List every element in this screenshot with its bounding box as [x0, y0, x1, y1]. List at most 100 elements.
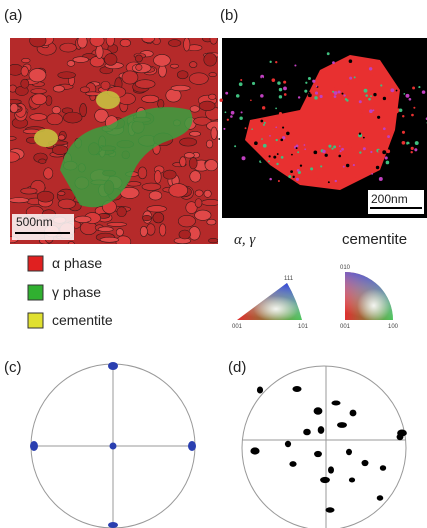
- poles: [250, 386, 406, 513]
- texture: [260, 120, 263, 123]
- texture: [403, 93, 405, 95]
- ipf-title: cementite: [342, 231, 407, 248]
- texture: [58, 72, 76, 79]
- texture: [245, 127, 247, 129]
- texture: [58, 191, 65, 195]
- texture: [331, 400, 340, 405]
- texture: [402, 131, 405, 134]
- texture: [314, 96, 318, 100]
- texture: [204, 190, 211, 197]
- texture: [351, 147, 355, 151]
- texture: [320, 165, 322, 167]
- texture: [353, 164, 355, 166]
- texture: [297, 169, 300, 172]
- texture: [386, 149, 390, 153]
- texture: [268, 160, 270, 162]
- texture: [397, 430, 407, 437]
- texture: [341, 148, 344, 151]
- texture: [136, 64, 142, 70]
- texture: [209, 94, 217, 100]
- texture: [371, 63, 373, 65]
- texture: [257, 386, 263, 393]
- texture: [39, 159, 46, 164]
- texture: [98, 227, 113, 232]
- texture: [280, 139, 283, 142]
- texture: [21, 66, 28, 76]
- texture: [379, 127, 383, 131]
- texture: [195, 210, 211, 220]
- texture: [382, 150, 386, 154]
- texture: [195, 190, 203, 196]
- texture: [29, 69, 46, 82]
- texture: [397, 135, 400, 138]
- texture: [231, 111, 235, 115]
- texture: [80, 87, 89, 93]
- texture: [73, 57, 89, 63]
- texture: [263, 124, 265, 126]
- pole-circle: [242, 366, 406, 528]
- texture: [328, 181, 330, 183]
- texture: [320, 157, 322, 159]
- texture: [386, 161, 390, 165]
- texture: [135, 55, 142, 62]
- texture: [32, 94, 47, 105]
- ipf-title: α, γ: [234, 232, 256, 248]
- texture: [252, 82, 255, 85]
- texture: [310, 167, 313, 170]
- texture: [377, 495, 384, 500]
- texture: [170, 64, 178, 68]
- texture: [370, 151, 372, 153]
- texture: [304, 148, 306, 150]
- texture: [204, 53, 217, 66]
- texture: [269, 178, 272, 181]
- texture: [22, 58, 31, 63]
- texture: [360, 108, 362, 110]
- texture: [101, 81, 110, 89]
- texture: [234, 164, 236, 166]
- texture: [34, 129, 58, 147]
- ipf-corner: 010: [340, 265, 351, 271]
- texture: [100, 237, 119, 242]
- legend-entry: γ phase: [52, 284, 101, 300]
- texture: [292, 84, 296, 88]
- texture: [223, 128, 225, 130]
- texture: [368, 98, 371, 101]
- texture: [355, 177, 357, 179]
- figure: (a) (b) (c) (d) 500nm α phase γ phase ce…: [0, 0, 427, 528]
- texture: [261, 77, 263, 79]
- texture: [325, 154, 328, 157]
- texture: [279, 88, 282, 91]
- texture: [294, 64, 296, 66]
- scale-bar-label: 500nm: [16, 215, 53, 229]
- texture: [402, 115, 404, 117]
- texture: [364, 109, 366, 111]
- texture: [297, 151, 299, 153]
- texture: [260, 94, 264, 98]
- texture: [327, 52, 330, 55]
- texture: [67, 61, 75, 67]
- texture: [10, 103, 18, 112]
- texture: [279, 112, 282, 115]
- texture: [380, 84, 382, 86]
- texture: [343, 166, 345, 168]
- texture: [269, 155, 271, 157]
- texture: [373, 93, 376, 96]
- legend-swatch: [28, 256, 43, 271]
- texture: [411, 114, 414, 117]
- legend-swatch: [28, 313, 43, 328]
- texture: [189, 73, 208, 85]
- texture: [414, 148, 417, 151]
- texture: [283, 86, 287, 90]
- texture: [341, 93, 343, 95]
- scale-bar-label: 200nm: [371, 192, 408, 206]
- ipf-corner: 111: [284, 276, 294, 282]
- texture: [337, 422, 347, 428]
- texture: [349, 477, 355, 482]
- texture: [78, 35, 88, 48]
- texture: [269, 135, 271, 137]
- texture: [276, 163, 278, 165]
- texture: [138, 167, 147, 179]
- texture: [275, 139, 277, 141]
- texture: [116, 236, 131, 248]
- texture: [339, 145, 341, 147]
